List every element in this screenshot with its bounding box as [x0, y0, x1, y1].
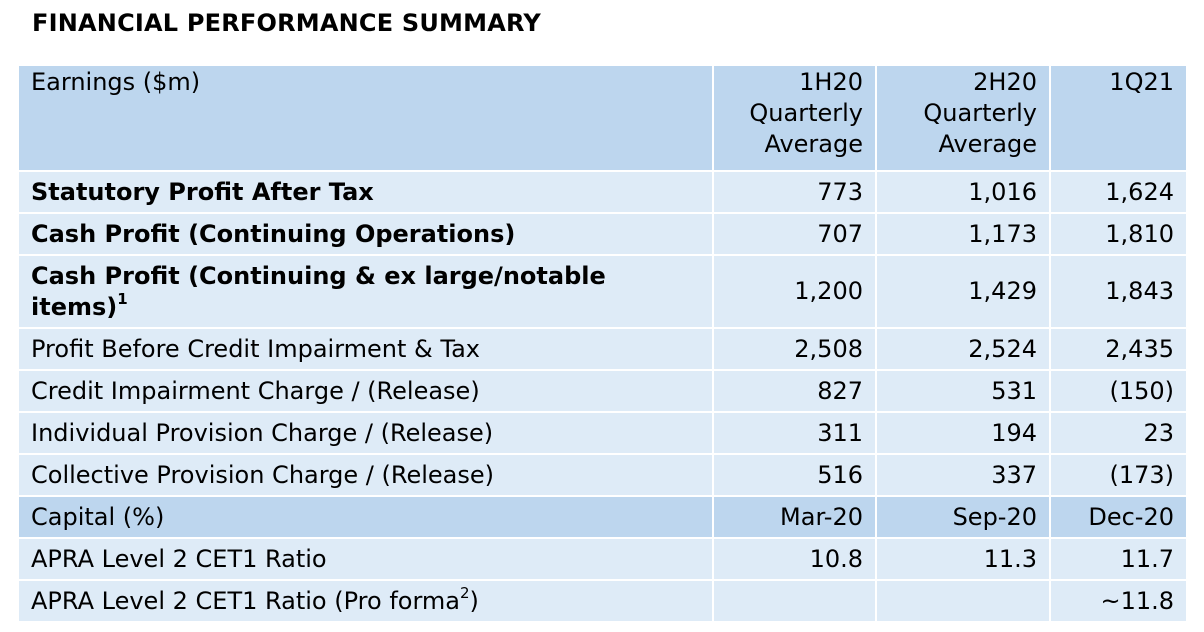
cell-value: 1,624 [1049, 170, 1188, 214]
row-label: Statutory Profit After Tax [17, 170, 714, 214]
cell-value: 773 [712, 170, 877, 214]
cell-value: 1,810 [1049, 212, 1188, 256]
row-label: Individual Provision Charge / (Release) [17, 411, 714, 455]
cell-value: 707 [712, 212, 877, 256]
page-title: FINANCIAL PERFORMANCE SUMMARY [32, 9, 541, 37]
col-header-mar20: Mar-20 [712, 495, 877, 539]
cell-value: 2,435 [1049, 327, 1188, 371]
table-row: Cash Profit (Continuing Operations) 707 … [17, 212, 1188, 256]
cell-value: 1,200 [712, 254, 877, 329]
col-header-dec20: Dec-20 [1049, 495, 1188, 539]
cell-value: 516 [712, 453, 877, 497]
footnote-marker: 1 [117, 289, 128, 308]
table-row: Cash Profit (Continuing & ex large/notab… [17, 254, 1188, 329]
financial-table: Earnings ($m) 1H20 Quarterly Average 2H20 Q… [17, 64, 1188, 623]
cell-value: 11.3 [875, 537, 1051, 581]
col-header-sep20: Sep-20 [875, 495, 1051, 539]
table-row: Statutory Profit After Tax 773 1,016 1,6… [17, 170, 1188, 214]
row-label: Profit Before Credit Impairment & Tax [17, 327, 714, 371]
cell-value: 1,173 [875, 212, 1051, 256]
col-header-1q21: 1Q21 [1049, 64, 1188, 172]
col-header-2h20: 2H20 Quarterly Average [875, 64, 1051, 172]
cell-value [875, 579, 1051, 623]
cell-value: 23 [1049, 411, 1188, 455]
table-row: Individual Provision Charge / (Release) … [17, 411, 1188, 455]
cell-value: 1,429 [875, 254, 1051, 329]
cell-value: 2,524 [875, 327, 1051, 371]
row-label: Cash Profit (Continuing Operations) [17, 212, 714, 256]
cell-value [712, 579, 877, 623]
table-row: Profit Before Credit Impairment & Tax 2,… [17, 327, 1188, 371]
cell-value: (150) [1049, 369, 1188, 413]
row-label: Collective Provision Charge / (Release) [17, 453, 714, 497]
cell-value: 2,508 [712, 327, 877, 371]
cell-value: 1,016 [875, 170, 1051, 214]
earnings-header-row: Earnings ($m) 1H20 Quarterly Average 2H20 Q… [17, 64, 1188, 172]
cell-value: 531 [875, 369, 1051, 413]
earnings-header-label: Earnings ($m) [17, 64, 714, 172]
col-header-1h20: 1H20 Quarterly Average [712, 64, 877, 172]
cell-value: 10.8 [712, 537, 877, 581]
table-row: APRA Level 2 CET1 Ratio (Pro forma2) ~11… [17, 579, 1188, 623]
cell-value: 11.7 [1049, 537, 1188, 581]
footnote-marker: 2 [459, 583, 470, 602]
row-label: APRA Level 2 CET1 Ratio [17, 537, 714, 581]
capital-header-label: Capital (%) [17, 495, 714, 539]
cell-value: 194 [875, 411, 1051, 455]
cell-value: (173) [1049, 453, 1188, 497]
row-label: Cash Profit (Continuing & ex large/notab… [17, 254, 714, 329]
cell-value: 311 [712, 411, 877, 455]
cell-value: 1,843 [1049, 254, 1188, 329]
table-row: Credit Impairment Charge / (Release) 827… [17, 369, 1188, 413]
table-row: Collective Provision Charge / (Release) … [17, 453, 1188, 497]
table-row: APRA Level 2 CET1 Ratio 10.8 11.3 11.7 [17, 537, 1188, 581]
capital-header-row: Capital (%) Mar-20 Sep-20 Dec-20 [17, 495, 1188, 539]
row-label: APRA Level 2 CET1 Ratio (Pro forma2) [17, 579, 714, 623]
cell-value: 337 [875, 453, 1051, 497]
cell-value: 827 [712, 369, 877, 413]
row-label: Credit Impairment Charge / (Release) [17, 369, 714, 413]
cell-value: ~11.8 [1049, 579, 1188, 623]
